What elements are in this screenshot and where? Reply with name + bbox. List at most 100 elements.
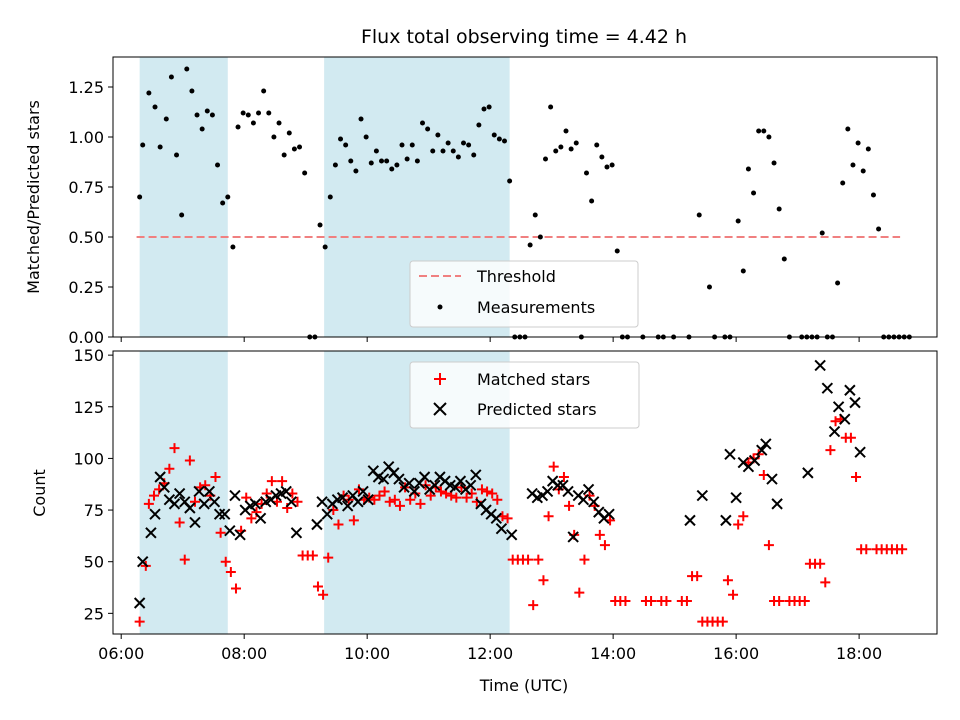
matched-star-point — [728, 589, 739, 600]
predicted-star-point — [724, 448, 736, 460]
matched-star-point — [523, 554, 534, 565]
top-panel: 0.00 0.25 0.50 0.75 1.00 1.25 Matched/Predict… — [24, 56, 938, 347]
measurement-point — [589, 198, 595, 204]
predicted-star-point — [839, 413, 851, 425]
measurement-point — [363, 134, 369, 140]
measurement-point — [394, 162, 400, 168]
measurement-point — [502, 138, 508, 144]
measurement-point — [215, 162, 221, 168]
matched-star-point — [333, 519, 344, 530]
predicted-star-point — [587, 496, 600, 508]
measurement-point — [204, 108, 210, 114]
measurement-point — [756, 128, 762, 134]
predicted-star-point — [730, 491, 742, 504]
measurement-point — [761, 128, 767, 134]
measurement-point — [291, 146, 297, 152]
measurement-point — [855, 140, 861, 146]
matched-star-point — [482, 486, 493, 497]
measurement-point — [614, 248, 620, 254]
matched-star-point — [266, 476, 277, 487]
predicted-star-point — [357, 485, 369, 498]
measurement-point — [435, 132, 441, 138]
predicted-star-point — [756, 444, 768, 456]
matched-star-point — [384, 496, 395, 507]
matched-star-point — [225, 567, 236, 578]
matched-star-point — [323, 552, 334, 563]
top-shade-0 — [139, 57, 228, 337]
predicted-star-point — [133, 597, 146, 609]
matched-star-point — [861, 544, 872, 555]
predicted-star-point — [495, 522, 508, 535]
measurement-point — [261, 88, 267, 94]
bottom-legend: Matched stars Predicted stars — [409, 361, 640, 429]
predicted-star-point — [802, 467, 814, 479]
predicted-star-point — [336, 491, 349, 504]
bottom-shade-0 — [139, 351, 228, 634]
measurement-point — [146, 90, 152, 96]
measurement-point — [209, 112, 215, 118]
measurement-point — [199, 126, 205, 132]
measurement-point — [384, 158, 390, 164]
measurement-point — [430, 148, 436, 154]
matched-star-point — [174, 517, 185, 528]
measurement-point — [735, 218, 741, 224]
predicted-star-point — [208, 496, 221, 508]
predicted-star-point — [173, 487, 186, 500]
matched-star-point — [312, 581, 323, 592]
measurement-point — [553, 148, 559, 154]
matched-star-point — [594, 529, 605, 540]
predicted-star-point — [766, 473, 778, 485]
matched-stars-points — [134, 414, 908, 627]
matched-star-point — [379, 486, 390, 497]
matched-star-point — [774, 595, 785, 606]
x-tick-label: 12:00 — [467, 644, 513, 663]
predicted-star-point — [582, 483, 595, 496]
x-tick-label: 10:00 — [344, 644, 390, 663]
measurement-point — [740, 268, 746, 274]
top-measurement-points — [137, 66, 912, 340]
matched-star-point — [692, 571, 703, 582]
predicted-star-point — [311, 518, 323, 531]
measurement-point — [409, 142, 415, 148]
matched-star-point — [318, 589, 329, 600]
measurement-point — [609, 162, 615, 168]
matched-star-point — [369, 494, 380, 505]
matched-star-point — [134, 616, 145, 627]
predicted-star-point — [280, 485, 292, 498]
predicted-star-point — [158, 481, 170, 494]
measurement-point — [527, 242, 533, 248]
measurement-point — [455, 154, 461, 160]
measurement-point — [466, 142, 472, 148]
matched-star-point — [143, 498, 154, 509]
measurement-point — [835, 280, 841, 286]
measurement-point — [152, 104, 158, 110]
measurement-point — [174, 152, 180, 158]
measurement-point — [445, 140, 451, 146]
matched-star-point — [307, 550, 318, 561]
measurement-point — [225, 194, 231, 200]
measurement-point — [332, 162, 338, 168]
bottom-axes-frame — [112, 350, 938, 635]
matched-star-point — [374, 490, 385, 501]
x-axis-label: Time (UTC) — [479, 676, 568, 695]
measurement-point — [558, 144, 564, 150]
predicted-star-point — [362, 494, 374, 506]
x-tick-label: 08:00 — [221, 644, 267, 663]
measurement-point — [776, 206, 782, 212]
top-legend-box — [409, 260, 639, 328]
predicted-star-point — [352, 496, 364, 508]
measurement-point — [379, 158, 385, 164]
matched-star-point — [179, 554, 190, 565]
measurement-point — [163, 116, 169, 122]
measurement-point — [271, 134, 277, 140]
matched-star-point — [815, 558, 826, 569]
predicted-star-point — [145, 527, 157, 539]
measurement-point — [594, 142, 600, 148]
predicted-star-point — [771, 498, 783, 510]
bottom-y-tick-label: 125 — [73, 398, 104, 417]
measurement-point — [348, 158, 354, 164]
measurement-point — [276, 120, 282, 126]
measurement-point — [583, 170, 589, 176]
matched-star-point — [830, 416, 841, 427]
top-y-ticks: 0.00 0.25 0.50 0.75 1.00 1.25 — [68, 78, 113, 347]
